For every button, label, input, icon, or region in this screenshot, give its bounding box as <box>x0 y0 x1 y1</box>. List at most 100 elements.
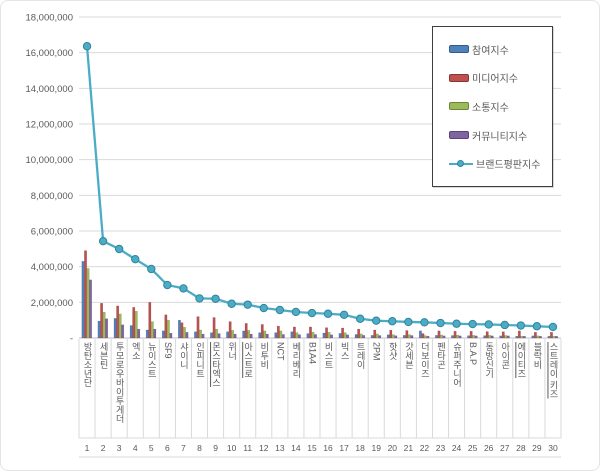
bar-커뮤니티지수 <box>298 334 301 339</box>
bar-참여지수 <box>386 334 390 339</box>
bar-커뮤니티지수 <box>410 335 414 339</box>
bar-미디어지수 <box>534 332 537 339</box>
line-marker <box>436 318 445 328</box>
bar-참여지수 <box>129 325 133 339</box>
y-axis-tick-label: 12,000,000 <box>25 120 73 131</box>
bar-소통지수 <box>231 330 235 339</box>
bar-미디어지수 <box>132 307 136 339</box>
bar-미디어지수 <box>116 305 120 339</box>
line-marker <box>114 244 124 254</box>
bar-미디어지수 <box>405 330 409 339</box>
y-axis-tick-label: 18,000,000 <box>25 13 73 24</box>
bar-참여지수 <box>451 335 454 339</box>
bar-참여지수 <box>274 332 278 339</box>
bar-미디어지수 <box>437 330 441 339</box>
line-marker <box>388 317 397 326</box>
bar-커뮤니티지수 <box>105 318 109 339</box>
bar-커뮤니티지수 <box>153 328 157 339</box>
bar-소통지수 <box>118 313 122 339</box>
legend: 참여지수 미디어지수 소통지수 커뮤니티지수 브랜드평판지수 <box>432 26 553 187</box>
bar-소통지수 <box>440 334 443 339</box>
bar-미디어지수 <box>453 331 457 339</box>
bar-소통지수 <box>343 332 347 339</box>
bar-참여지수 <box>435 335 438 339</box>
line-marker <box>98 236 108 246</box>
y-axis-tick-label: 14,000,000 <box>25 84 73 95</box>
bar-참여지수 <box>515 336 519 339</box>
bar-참여지수 <box>419 330 422 339</box>
bar-소통지수 <box>375 333 379 339</box>
bar-참여지수 <box>242 330 246 339</box>
bar-참여지수 <box>531 335 535 339</box>
legend-item: 참여지수 <box>449 42 546 57</box>
legend-label: 미디어지수 <box>472 74 518 86</box>
bar-참여지수 <box>306 333 310 339</box>
bar-미디어지수 <box>309 326 312 339</box>
bar-소통지수 <box>311 331 315 339</box>
bar-커뮤니티지수 <box>426 336 430 339</box>
line-marker <box>372 316 381 325</box>
line-marker <box>147 264 156 274</box>
bar-소통지수 <box>536 335 540 339</box>
bar-소통지수 <box>247 330 251 339</box>
bar-커뮤니티지수 <box>394 335 398 339</box>
line-marker <box>404 317 413 327</box>
line-marker <box>163 280 172 290</box>
bar-참여지수 <box>145 329 149 339</box>
bar-참여지수 <box>258 332 262 339</box>
line-marker <box>468 319 477 329</box>
bar-커뮤니티지수 <box>217 333 221 339</box>
line-marker <box>452 319 461 328</box>
bar-커뮤니티지수 <box>506 335 510 339</box>
bar-미디어지수 <box>212 317 216 339</box>
bar-참여지수 <box>226 331 230 339</box>
bar-참여지수 <box>194 331 197 339</box>
bar-미디어지수 <box>100 303 104 339</box>
bar-소통지수 <box>86 268 90 339</box>
legend-label: 커뮤니티지수 <box>472 131 528 143</box>
bar-커뮤니티지수 <box>121 324 125 339</box>
legend-bar-swatch-icon <box>449 102 469 111</box>
bar-소통지수 <box>520 336 524 339</box>
legend-bar-swatch-icon <box>449 45 469 54</box>
bar-소통지수 <box>279 330 283 339</box>
line-marker <box>516 321 526 330</box>
bar-소통지수 <box>166 319 170 339</box>
bar-커뮤니티지수 <box>490 335 494 339</box>
y-axis-tick-label: - <box>70 334 73 345</box>
bar-소통지수 <box>215 328 218 339</box>
bar-커뮤니티지수 <box>539 336 542 339</box>
bar-소통지수 <box>150 321 154 339</box>
bar-미디어지수 <box>517 330 521 339</box>
bar-미디어지수 <box>325 327 328 339</box>
line-marker <box>323 309 333 318</box>
bar-소통지수 <box>134 311 138 339</box>
bar-미디어지수 <box>469 331 473 339</box>
bar-참여지수 <box>322 332 326 339</box>
line-marker <box>82 42 92 51</box>
line-marker <box>131 254 140 264</box>
y-axis-tick-label: 10,000,000 <box>25 155 73 166</box>
bar-소통지수 <box>391 334 395 339</box>
bar-미디어지수 <box>550 332 553 339</box>
bar-참여지수 <box>402 335 406 339</box>
bar-참여지수 <box>161 330 165 339</box>
bar-소통지수 <box>263 330 267 339</box>
bar-참여지수 <box>547 336 551 339</box>
bar-소통지수 <box>456 334 459 339</box>
bar-소통지수 <box>472 335 476 339</box>
bar-커뮤니티지수 <box>169 332 173 339</box>
y-axis-tick-label: 2,000,000 <box>31 298 73 309</box>
bar-참여지수 <box>338 333 342 339</box>
bar-커뮤니티지수 <box>185 332 189 339</box>
bar-소통지수 <box>407 334 411 339</box>
bar-미디어지수 <box>373 329 377 339</box>
bar-커뮤니티지수 <box>201 333 205 339</box>
bar-커뮤니티지수 <box>137 328 141 339</box>
bar-미디어지수 <box>164 314 168 339</box>
bar-참여지수 <box>178 319 181 339</box>
bar-미디어지수 <box>389 329 393 339</box>
bar-참여지수 <box>354 334 358 339</box>
bar-커뮤니티지수 <box>555 336 558 339</box>
